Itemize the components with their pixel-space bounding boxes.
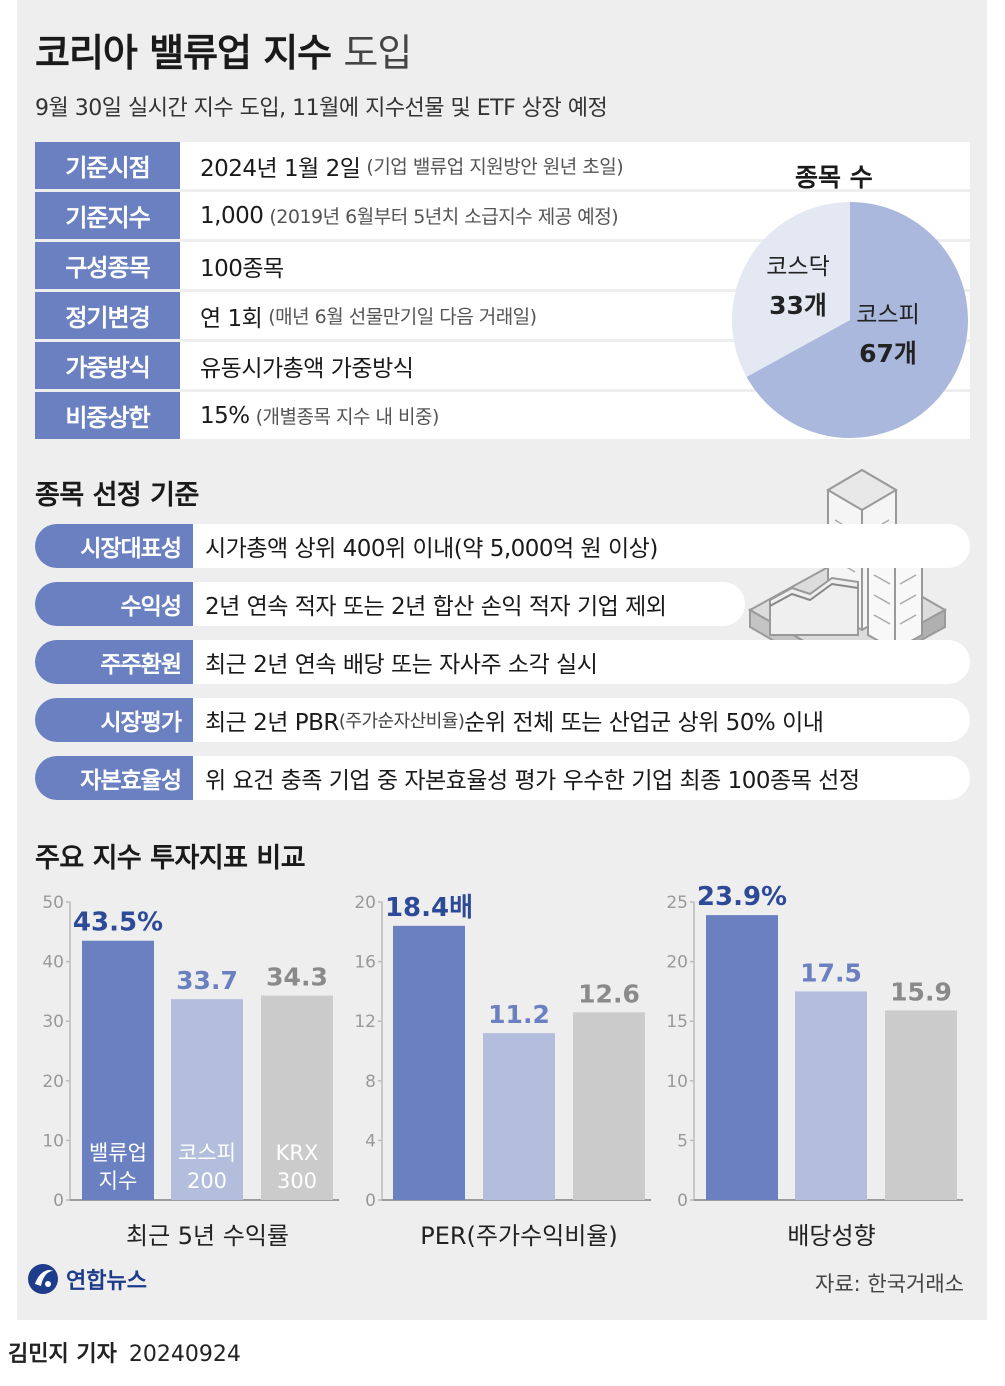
bar-value-label: 34.3 xyxy=(266,963,328,992)
credit-line: 김민지 기자 20240924 xyxy=(8,1342,241,1367)
info-key: 비중상한 xyxy=(35,392,180,439)
y-tick-label: 15 xyxy=(666,1012,688,1032)
criteria-value: 최근 2년 PBR (주가순자산비율) 순위 전체 또는 산업군 상위 50% 이… xyxy=(205,710,824,736)
info-key: 기준시점 xyxy=(35,142,180,189)
info-key: 가중방식 xyxy=(35,342,180,389)
criteria-value: 위 요건 충족 기업 중 자본효율성 평가 우수한 기업 최종 100종목 선정 xyxy=(205,768,860,794)
bar-2-0 xyxy=(706,915,778,1200)
info-value: 15% (개별종목 지수 내 비중) xyxy=(200,402,439,429)
criteria-value: 최근 2년 연속 배당 또는 자사주 소각 실시 xyxy=(205,652,598,678)
bar-0-2 xyxy=(261,995,333,1200)
info-key: 정기변경 xyxy=(35,292,180,339)
source-note: 자료: 한국거래소 xyxy=(815,1272,964,1296)
chart-title: 최근 5년 수익률 xyxy=(126,1222,289,1250)
criteria-key: 주주환원 xyxy=(35,640,193,684)
y-tick-label: 50 xyxy=(42,893,64,913)
y-tick-label: 4 xyxy=(365,1131,376,1151)
criteria-value: 2년 연속 적자 또는 2년 합산 손익 적자 기업 제외 xyxy=(205,594,667,620)
y-tick-label: 40 xyxy=(42,953,64,973)
criteria-row: 주주환원 최근 2년 연속 배당 또는 자사주 소각 실시 xyxy=(35,640,970,684)
bar-category-label: 200 xyxy=(187,1169,227,1193)
yonhap-logo-icon xyxy=(28,1264,58,1294)
yonhap-logo: 연합뉴스 xyxy=(26,1262,147,1296)
info-row: 기준시점 2024년 1월 2일 (기업 밸류업 지원방안 원년 초일) xyxy=(35,142,970,189)
bar-category-label: 밸류업 xyxy=(89,1141,147,1165)
y-tick-label: 0 xyxy=(53,1191,64,1211)
bar-value-label: 33.7 xyxy=(176,966,238,995)
criteria-row: 시장평가 최근 2년 PBR (주가순자산비율) 순위 전체 또는 산업군 상위 … xyxy=(35,698,970,742)
y-tick-label: 0 xyxy=(365,1191,376,1211)
y-tick-label: 10 xyxy=(666,1072,688,1092)
bar-value-label: 15.9 xyxy=(890,977,952,1006)
info-row: 기준지수 1,000 (2019년 6월부터 5년치 소급지수 제공 예정) xyxy=(35,192,970,239)
criteria-row: 자본효율성 위 요건 충족 기업 중 자본효율성 평가 우수한 기업 최종 10… xyxy=(35,756,970,800)
criteria-key: 시장대표성 xyxy=(35,524,193,568)
bar-1-1 xyxy=(483,1033,555,1200)
criteria-value: 시가총액 상위 400위 이내(약 5,000억 원 이상) xyxy=(205,536,658,562)
y-tick-label: 16 xyxy=(354,953,376,973)
bar-2-2 xyxy=(885,1010,957,1200)
info-value: 유동시가총액 가중방식 xyxy=(200,355,414,382)
info-value: 연 1회 (매년 6월 선물만기일 다음 거래일) xyxy=(200,305,537,332)
chart-section-title: 주요 지수 투자지표 비교 xyxy=(35,843,306,874)
bar-value-label: 12.6 xyxy=(578,979,640,1008)
bar-value-label: 17.5 xyxy=(800,958,862,987)
pie-label-count-0: 67개 xyxy=(859,339,917,368)
page-title: 코리아 밸류업 지수 도입 xyxy=(35,31,412,75)
info-key: 구성종목 xyxy=(35,242,180,289)
y-tick-label: 8 xyxy=(365,1072,376,1092)
y-tick-label: 20 xyxy=(42,1072,64,1092)
y-tick-label: 0 xyxy=(677,1191,688,1211)
bar-category-label: KRX xyxy=(276,1141,319,1165)
pie-label-name-1: 코스닥 xyxy=(766,254,829,280)
chart-title: 배당성향 xyxy=(787,1222,875,1250)
y-tick-label: 25 xyxy=(666,893,688,913)
bar-category-label: 지수 xyxy=(99,1169,138,1193)
y-tick-label: 20 xyxy=(354,893,376,913)
bar-value-label: 23.9% xyxy=(697,882,787,912)
bar-value-label: 18.4배 xyxy=(385,893,473,923)
criteria-title: 종목 선정 기준 xyxy=(35,480,199,511)
bar-category-label: 300 xyxy=(277,1169,317,1193)
page-subtitle: 9월 30일 실시간 지수 도입, 11월에 지수선물 및 ETF 상장 예정 xyxy=(35,96,608,121)
pie-label-count-1: 33개 xyxy=(769,291,827,320)
pie-slice-1 xyxy=(732,202,850,377)
y-tick-label: 5 xyxy=(677,1131,688,1151)
info-value: 100종목 xyxy=(200,255,284,282)
bar-1-2 xyxy=(573,1012,645,1200)
bar-value-label: 11.2 xyxy=(488,1000,550,1029)
pie-title: 종목 수 xyxy=(795,163,873,192)
criteria-row: 수익성 2년 연속 적자 또는 2년 합산 손익 적자 기업 제외 xyxy=(35,582,745,626)
bar-0-1 xyxy=(171,999,243,1200)
chart-title: PER(주가수익비율) xyxy=(420,1222,618,1250)
pie-chart: 코스피 67개 코스닥 33개 xyxy=(732,202,968,438)
bar-category-label: 코스피 xyxy=(178,1141,236,1165)
info-value: 2024년 1월 2일 (기업 밸류업 지원방안 원년 초일) xyxy=(200,155,624,182)
bar-1-0 xyxy=(393,925,465,1200)
y-tick-label: 20 xyxy=(666,953,688,973)
y-tick-label: 12 xyxy=(354,1012,376,1032)
bar-0-0 xyxy=(82,940,154,1200)
pie-label-name-0: 코스피 xyxy=(856,302,919,328)
pie-slice-0 xyxy=(746,202,968,438)
bar-2-1 xyxy=(795,991,867,1200)
criteria-key: 시장평가 xyxy=(35,698,193,742)
bar-charts: 0102030405043.5%밸류업지수33.7코스피20034.3KRX30… xyxy=(42,882,963,1250)
criteria-key: 수익성 xyxy=(35,582,193,626)
y-tick-label: 30 xyxy=(42,1012,64,1032)
bar-value-label: 43.5% xyxy=(73,908,163,938)
y-tick-label: 10 xyxy=(42,1131,64,1151)
info-value: 1,000 (2019년 6월부터 5년치 소급지수 제공 예정) xyxy=(200,202,619,229)
info-key: 기준지수 xyxy=(35,192,180,239)
criteria-key: 자본효율성 xyxy=(35,756,193,800)
criteria-row: 시장대표성 시가총액 상위 400위 이내(약 5,000억 원 이상) xyxy=(35,524,970,568)
